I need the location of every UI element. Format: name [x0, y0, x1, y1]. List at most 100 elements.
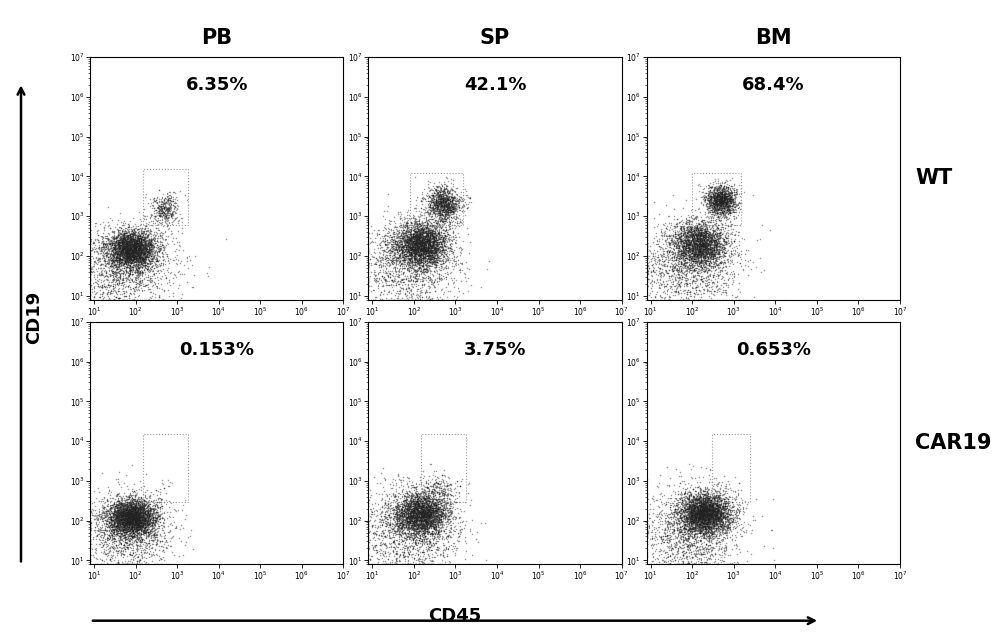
Point [713, 509, 729, 519]
Point [720, 559, 736, 569]
Point [688, 247, 704, 257]
Point [101, 518, 117, 528]
Point [159, 250, 175, 261]
Point [382, 512, 398, 522]
Point [109, 270, 125, 280]
Point [410, 245, 426, 256]
Point [414, 272, 430, 282]
Point [684, 531, 700, 541]
Point [705, 196, 721, 206]
Point [417, 493, 433, 503]
Point [415, 244, 431, 254]
Point [693, 501, 709, 512]
Point [645, 508, 661, 518]
Point [710, 518, 726, 528]
Point [434, 197, 450, 207]
Point [700, 509, 716, 519]
Point [701, 183, 717, 193]
Point [375, 517, 391, 527]
Point [127, 501, 143, 512]
Point [705, 231, 721, 242]
Point [435, 210, 451, 220]
Point [408, 479, 424, 489]
Point [434, 242, 450, 252]
Point [120, 247, 136, 257]
Point [663, 220, 679, 230]
Point [434, 485, 450, 495]
Point [394, 249, 410, 259]
Point [114, 245, 130, 256]
Point [90, 235, 106, 245]
Point [413, 226, 429, 236]
Point [657, 559, 673, 569]
Point [420, 486, 436, 496]
Point [687, 254, 703, 264]
Point [129, 520, 145, 530]
Point [378, 543, 394, 553]
Point [700, 493, 716, 503]
Point [691, 232, 707, 242]
Point [122, 268, 138, 278]
Point [126, 240, 142, 250]
Point [98, 538, 114, 548]
Point [422, 500, 438, 510]
Point [407, 231, 423, 242]
Point [422, 235, 438, 245]
Point [95, 548, 111, 559]
Point [419, 498, 435, 508]
Point [428, 217, 444, 228]
Point [112, 242, 128, 252]
Point [417, 227, 433, 237]
Point [394, 509, 410, 519]
Point [702, 188, 718, 198]
Point [383, 278, 399, 288]
Point [723, 198, 739, 208]
Point [373, 511, 389, 521]
Point [126, 496, 142, 506]
Point [683, 231, 699, 241]
Point [106, 519, 122, 529]
Point [688, 276, 704, 287]
Point [693, 505, 709, 515]
Point [677, 507, 693, 517]
Point [401, 254, 417, 264]
Point [140, 229, 156, 239]
Point [713, 274, 729, 284]
Point [131, 241, 147, 251]
Point [436, 552, 452, 562]
Point [428, 502, 444, 512]
Point [678, 245, 694, 256]
Point [409, 497, 425, 507]
Point [693, 230, 709, 240]
Point [108, 526, 124, 536]
Point [125, 276, 141, 287]
Point [113, 247, 129, 257]
Point [706, 194, 722, 204]
Point [421, 506, 437, 516]
Point [708, 256, 724, 266]
Point [707, 514, 723, 524]
Point [134, 559, 150, 569]
Point [409, 236, 425, 246]
Point [108, 524, 124, 534]
Point [119, 540, 135, 550]
Point [413, 266, 429, 276]
Point [154, 503, 170, 514]
Point [438, 197, 454, 207]
Point [386, 559, 402, 569]
Point [390, 240, 406, 250]
Point [360, 517, 376, 527]
Point [141, 515, 157, 526]
Point [135, 231, 151, 241]
Point [698, 507, 714, 517]
Point [385, 268, 401, 278]
Point [132, 240, 148, 250]
Point [680, 238, 696, 249]
Point [405, 508, 421, 519]
Point [696, 499, 712, 509]
Point [120, 506, 136, 516]
Text: CAR19: CAR19 [915, 433, 992, 453]
Point [127, 256, 143, 266]
Point [120, 240, 136, 250]
Point [107, 501, 123, 511]
